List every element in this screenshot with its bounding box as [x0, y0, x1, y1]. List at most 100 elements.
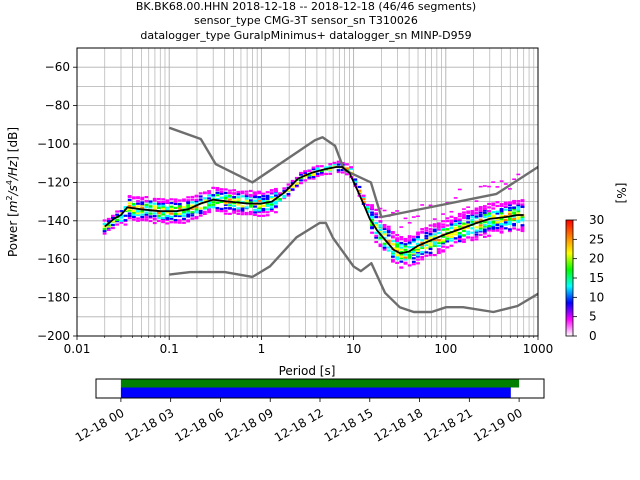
psd-cell [457, 231, 462, 235]
psd-cell [140, 215, 145, 219]
psd-cell [136, 212, 140, 215]
psd-cell [508, 206, 512, 209]
psd-cell [190, 198, 195, 201]
psd-cell [441, 225, 445, 228]
psd-cell [152, 205, 157, 208]
psd-cell [278, 192, 282, 195]
psd-cell [508, 203, 512, 206]
psd-cell [232, 211, 237, 214]
psd-cell [165, 214, 170, 218]
psd-cell [499, 203, 504, 206]
psd-cell [420, 252, 425, 255]
psd-cell [466, 221, 471, 224]
psd-cell [470, 218, 475, 221]
psd-cell [102, 227, 107, 231]
psd-cell [173, 202, 178, 206]
psd-cell [399, 251, 404, 254]
psd-cell [416, 215, 420, 218]
psd-cell [161, 207, 165, 210]
psd-cell [403, 248, 408, 251]
psd-cell [491, 215, 496, 219]
psd-cell [378, 224, 383, 227]
psd-cell [487, 206, 491, 209]
psd-cell [223, 202, 228, 205]
mode-curve [104, 166, 524, 255]
psd-cell [211, 201, 216, 204]
psd-cell [478, 225, 483, 228]
psd-cell [441, 241, 445, 244]
psd-cell [441, 249, 445, 252]
psd-cell [269, 209, 274, 212]
psd-cell [420, 251, 425, 254]
psd-cell [382, 226, 387, 229]
psd-cell [194, 211, 199, 214]
psd-cell [240, 210, 245, 213]
psd-cell [378, 237, 383, 241]
psd-cell [462, 229, 466, 233]
psd-cell [177, 205, 182, 208]
psd-cell [437, 228, 441, 231]
y-tick-label: −100 [37, 137, 70, 151]
psd-cell [411, 216, 416, 218]
x-tick-label: 10 [346, 342, 361, 356]
psd-cell [424, 227, 429, 230]
psd-cell [261, 210, 266, 214]
psd-cell [236, 209, 241, 212]
psd-cell [457, 218, 462, 221]
psd-cell [495, 229, 500, 232]
psd-cell [503, 223, 508, 226]
psd-cell [391, 258, 395, 262]
psd-cell [123, 214, 128, 217]
psd-cell [403, 240, 408, 243]
psd-cell [207, 201, 211, 204]
psd-cell [395, 249, 399, 252]
psd-cell [478, 233, 483, 236]
psd-cell [457, 233, 462, 236]
psd-cell [207, 197, 211, 200]
psd-cell [215, 186, 220, 190]
psd-cell [457, 235, 462, 239]
psd-cell [140, 196, 145, 199]
psd-cell [470, 209, 475, 213]
psd-cell [378, 244, 383, 248]
psd-cell [491, 220, 496, 223]
psd-cell [462, 238, 466, 241]
psd-cell [152, 202, 157, 205]
psd-cell [261, 207, 266, 211]
psd-cell [441, 245, 445, 248]
psd-cell [194, 216, 199, 219]
psd-cell [253, 194, 257, 198]
psd-cell [198, 207, 203, 210]
psd-cell [157, 206, 161, 209]
psd-cell [131, 202, 136, 206]
timeline-bar-psd [120, 387, 511, 398]
psd-cell [102, 230, 107, 233]
psd-cell [274, 187, 278, 191]
psd-cell [211, 203, 216, 206]
psd-cell [169, 212, 174, 215]
psd-cell [520, 199, 525, 202]
psd-cell [274, 211, 278, 214]
psd-cell [516, 217, 521, 220]
timeline-bars [120, 379, 520, 398]
psd-cell [449, 226, 454, 230]
psd-cell [487, 229, 491, 232]
psd-cell [432, 253, 437, 257]
psd-cell [111, 220, 115, 223]
psd-cell [386, 228, 391, 231]
psd-cell [186, 200, 191, 203]
psd-cell [244, 199, 249, 202]
psd-cell [307, 169, 312, 172]
psd-cell [420, 228, 425, 231]
psd-cell [407, 239, 412, 242]
psd-cell [428, 233, 433, 236]
psd-cell [403, 245, 408, 248]
psd-cell [437, 251, 441, 255]
y-tick-label: −160 [37, 252, 70, 266]
psd-cell [462, 216, 466, 219]
psd-cell [478, 227, 483, 230]
psd-cell [508, 228, 512, 231]
psd-cell [253, 213, 257, 217]
psd-cell [190, 204, 195, 207]
psd-cell [491, 202, 496, 205]
